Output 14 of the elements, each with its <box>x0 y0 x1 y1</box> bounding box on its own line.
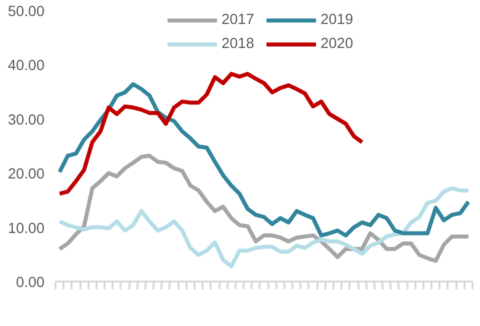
y-tick-label: 0.00 <box>16 275 45 291</box>
y-tick-label: 50.00 <box>8 4 45 20</box>
line-series <box>58 186 470 268</box>
y-tick-label: 20.00 <box>8 166 45 183</box>
legend-label: 2017 <box>222 12 256 28</box>
legend-label: 2019 <box>320 12 354 28</box>
line-series <box>58 72 364 196</box>
y-tick-label: 30.00 <box>8 112 45 128</box>
legend-label: 2018 <box>222 36 256 52</box>
line-series <box>58 154 470 263</box>
y-tick-label: 40.00 <box>8 58 45 74</box>
legend-label: 2020 <box>320 36 354 52</box>
line-series <box>58 82 470 238</box>
y-tick-label: 10.00 <box>8 220 45 237</box>
